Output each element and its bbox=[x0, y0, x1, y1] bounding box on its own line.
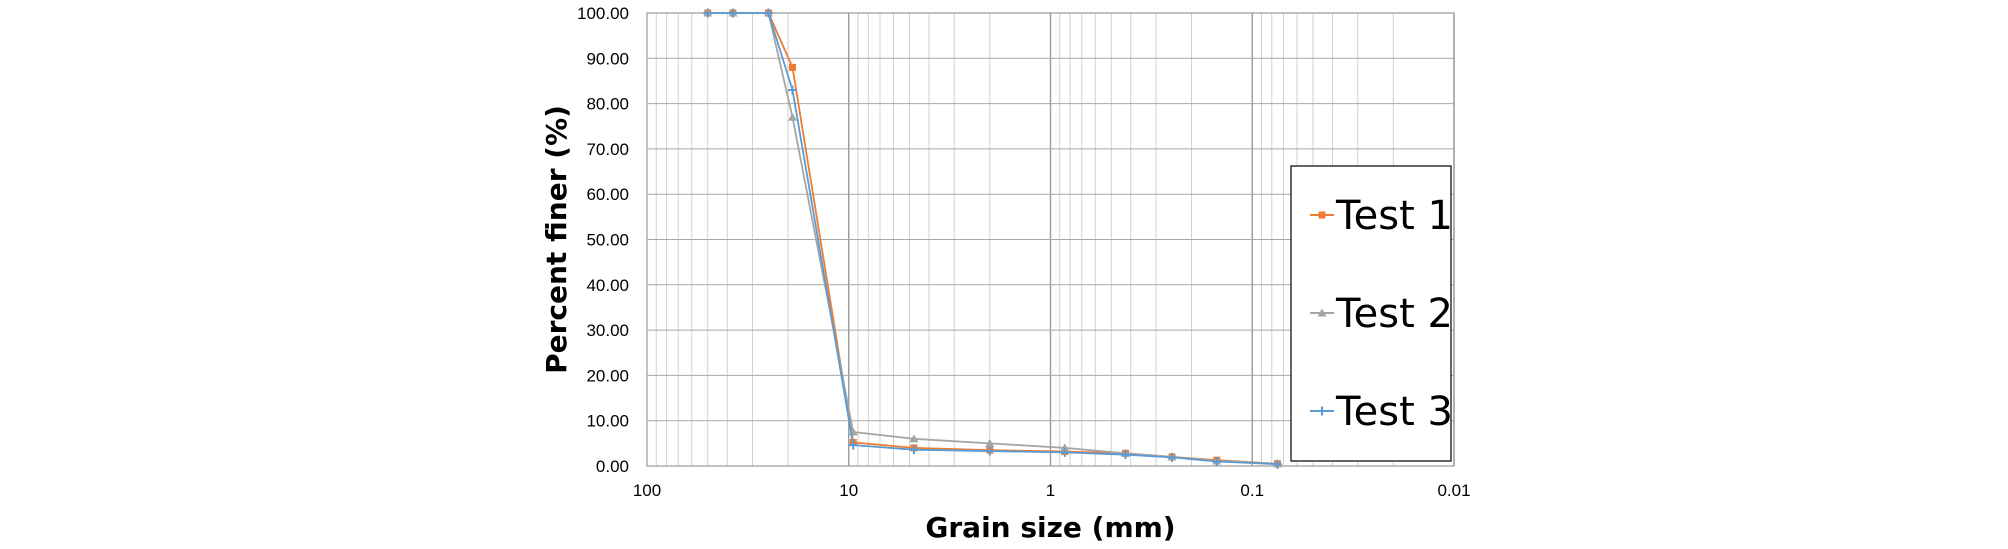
data-point bbox=[1060, 447, 1070, 457]
series-lines bbox=[703, 8, 1282, 469]
y-tick-label: 20.00 bbox=[586, 366, 629, 385]
y-tick-label: 80.00 bbox=[586, 95, 629, 114]
data-point bbox=[909, 445, 919, 455]
x-tick-label: 0.01 bbox=[1437, 481, 1470, 500]
legend-label: Test 1 bbox=[1335, 193, 1453, 239]
data-point bbox=[909, 434, 919, 443]
legend-swatch-marker bbox=[1317, 308, 1327, 317]
data-point bbox=[788, 85, 798, 95]
series-test-3 bbox=[703, 8, 1282, 469]
tick-labels: 0.00 10.00 20.00 30.00 40.00 50.00 60.00 70.00 8… bbox=[577, 4, 1471, 500]
legend-item-test-3: Test 3 bbox=[1310, 389, 1453, 435]
data-point bbox=[1272, 459, 1282, 469]
data-point bbox=[728, 8, 738, 18]
y-tick-label: 90.00 bbox=[586, 49, 629, 68]
data-point bbox=[1120, 450, 1130, 460]
legend-label: Test 3 bbox=[1335, 389, 1453, 435]
y-tick-label: 40.00 bbox=[586, 276, 629, 295]
data-point bbox=[985, 446, 995, 456]
y-tick-label: 60.00 bbox=[586, 185, 629, 204]
data-point bbox=[985, 438, 995, 447]
x-tick-label: 0.1 bbox=[1240, 481, 1264, 500]
legend-item-test-2: Test 2 bbox=[1310, 291, 1453, 337]
data-point bbox=[1212, 456, 1222, 466]
y-tick-label: 100.00 bbox=[577, 4, 629, 23]
data-point bbox=[848, 440, 858, 450]
plot-area-border bbox=[646, 12, 1455, 467]
x-tick-label: 10 bbox=[839, 481, 858, 500]
y-tick-label: 10.00 bbox=[586, 412, 629, 431]
y-tick-label: 70.00 bbox=[586, 140, 629, 159]
legend-swatch-marker bbox=[1318, 211, 1326, 219]
legend-label: Test 2 bbox=[1335, 291, 1453, 337]
data-point bbox=[1060, 443, 1070, 452]
series-line bbox=[707, 12, 1278, 466]
data-point bbox=[1167, 452, 1177, 462]
series-test-2 bbox=[703, 8, 1282, 468]
x-axis-title: Grain size (mm) bbox=[925, 511, 1175, 544]
data-point bbox=[788, 112, 798, 121]
legend-swatch-marker bbox=[1317, 406, 1327, 416]
series-test-1 bbox=[704, 9, 1281, 468]
data-point bbox=[763, 8, 773, 18]
legend: Test 1 Test 2 Test 3 bbox=[1290, 165, 1453, 462]
y-tick-label: 50.00 bbox=[586, 231, 629, 250]
data-point bbox=[789, 63, 797, 71]
y-axis-title: Percent finer (%) bbox=[540, 105, 573, 374]
data-point bbox=[703, 8, 713, 18]
x-tick-label: 100 bbox=[633, 481, 661, 500]
x-tick-label: 1 bbox=[1046, 481, 1055, 500]
legend-item-test-1: Test 1 bbox=[1310, 193, 1453, 239]
y-tick-label: 30.00 bbox=[586, 321, 629, 340]
y-tick-label: 0.00 bbox=[596, 457, 629, 476]
